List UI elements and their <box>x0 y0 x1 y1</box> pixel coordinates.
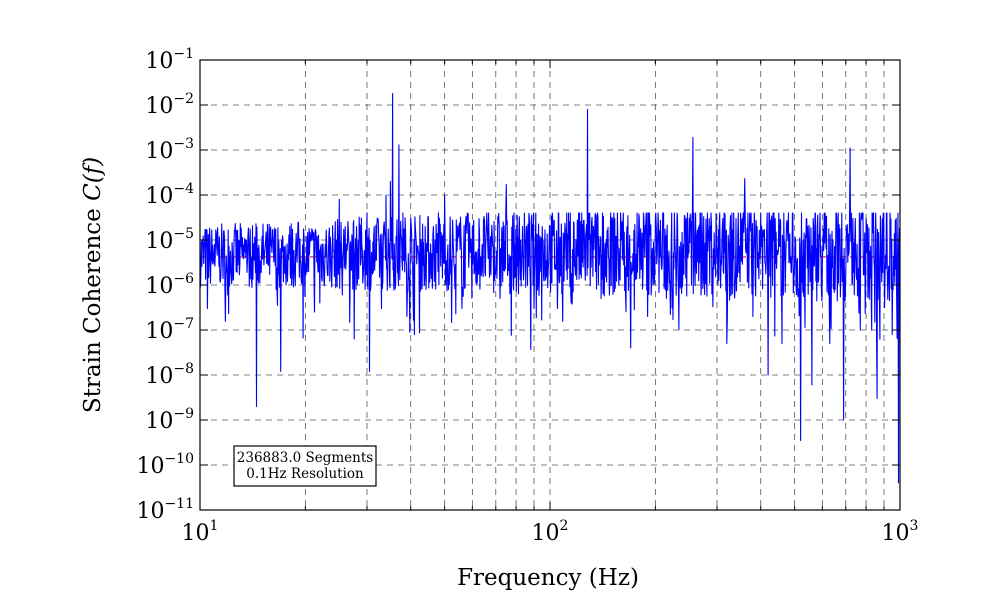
annotation-box: 236883.0 Segments 0.1Hz Resolution <box>233 445 377 487</box>
series-layer <box>199 92 901 484</box>
y-tick-label: 10−9 <box>145 406 194 434</box>
y-tick-label: 10−10 <box>136 451 194 479</box>
x-tick-label: 101 <box>182 518 219 546</box>
y-tick-label: 10−5 <box>145 226 194 254</box>
x-tick-label: 102 <box>532 518 569 546</box>
y-axis-label-prefix: Strain Coherence <box>80 201 106 413</box>
x-axis-label: Frequency (Hz) <box>457 565 639 591</box>
y-axis-label-math: C(f) <box>80 157 106 201</box>
y-tick-label: 10−2 <box>145 91 194 119</box>
y-tick-label: 10−4 <box>145 181 194 209</box>
coherence-series-line <box>199 92 901 484</box>
x-tick-label: 103 <box>882 518 919 546</box>
y-tick-label: 10−11 <box>136 496 194 524</box>
y-tick-label: 10−8 <box>145 361 194 389</box>
y-tick-label: 10−1 <box>145 46 194 74</box>
y-tick-label: 10−7 <box>145 316 194 344</box>
y-tick-label: 10−3 <box>145 136 194 164</box>
y-tick-label: 10−6 <box>145 271 194 299</box>
tick-labels: 10−11 10−10 10−9 10−8 10−7 10−6 10−5 10−4 10−3 10… <box>136 46 918 546</box>
annotation-frame <box>233 445 377 487</box>
annotation-resolution: 0.1Hz Resolution <box>246 466 364 482</box>
annotation-segments: 236883.0 Segments <box>237 450 373 466</box>
y-axis-label: Strain Coherence C(f) <box>80 157 106 413</box>
tick-marks <box>199 59 901 511</box>
